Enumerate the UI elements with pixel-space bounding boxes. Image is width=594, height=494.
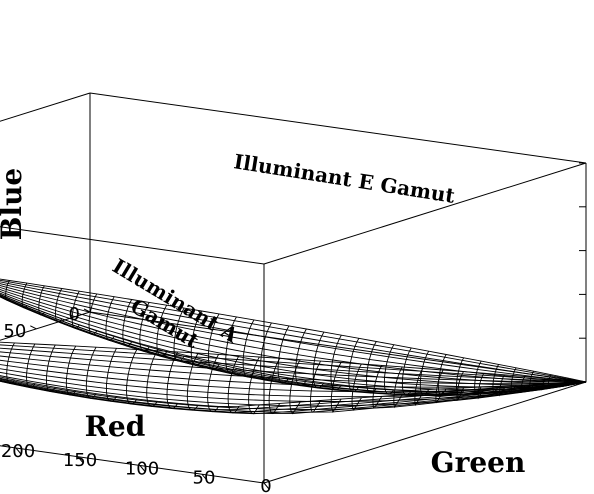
- y-tick-mark: [30, 325, 37, 330]
- mesh-latitude: [190, 310, 202, 366]
- mesh-latitude: [372, 365, 383, 409]
- y-tick-label: 50: [3, 321, 26, 342]
- mesh-latitude: [351, 363, 362, 411]
- mesh-latitude: [38, 285, 45, 316]
- mesh-latitude: [88, 293, 98, 336]
- x-axis-label: Green: [431, 446, 526, 479]
- gamut-surfaces: [0, 278, 587, 415]
- mesh-latitude: [277, 325, 290, 384]
- mesh-latitude: [105, 296, 115, 341]
- box-edge: [0, 92, 91, 122]
- box-edge: [0, 226, 265, 265]
- mesh-latitude: [295, 328, 307, 387]
- x-tick-label: 200: [1, 441, 35, 462]
- illuminant-a-surface: [0, 341, 587, 415]
- x-tick-mark: [15, 447, 22, 455]
- mesh-latitude: [435, 369, 444, 404]
- mesh-latitude: [207, 313, 220, 371]
- box-edge: [89, 92, 587, 164]
- mesh-latitude: [45, 344, 56, 392]
- mesh-latitude: [366, 341, 377, 394]
- mesh-latitude: [310, 360, 321, 413]
- y-tick-label: 0: [69, 304, 80, 325]
- mesh-latitude: [330, 362, 342, 413]
- z-axis-label: Blue: [0, 168, 28, 240]
- mesh-latitude: [65, 345, 77, 396]
- mesh-latitude: [139, 302, 150, 352]
- x-tick-mark: [77, 456, 84, 464]
- x-tick-mark: [139, 465, 146, 472]
- x-tick-label: 150: [63, 450, 97, 471]
- mesh-latitude: [520, 376, 526, 394]
- mesh-latitude: [166, 351, 179, 409]
- mesh-latitude: [126, 349, 138, 405]
- mesh-latitude: [5, 280, 10, 301]
- mesh-latitude: [54, 288, 63, 323]
- x-tick-label: 0: [260, 476, 271, 494]
- mesh-latitude: [122, 299, 133, 347]
- box-edge: [263, 381, 587, 484]
- mesh-latitude: [207, 354, 219, 413]
- mesh-latitude: [541, 377, 546, 391]
- x-tick-mark: [263, 482, 270, 490]
- mesh-latitude: [268, 358, 281, 415]
- mesh-latitude: [156, 304, 168, 357]
- mesh-latitude: [146, 350, 158, 407]
- mesh-latitude: [186, 352, 199, 411]
- mesh-latitude: [85, 346, 97, 399]
- box-edge: [263, 162, 587, 265]
- illuminant-e-label: Illuminant E Gamut: [232, 149, 457, 208]
- mesh-latitude: [414, 368, 424, 407]
- box-edge: [0, 311, 91, 341]
- x-tick-mark: [201, 473, 208, 481]
- x-tick-label: 100: [125, 459, 159, 480]
- mesh-latitude: [492, 364, 499, 395]
- mesh-latitude: [227, 355, 240, 414]
- mesh-latitude: [248, 356, 260, 415]
- mesh-latitude: [21, 282, 28, 309]
- mesh-latitude: [26, 343, 36, 389]
- axis-ticks: 0100200300400500050100150200250300050100…: [1, 162, 586, 494]
- mesh-latitude: [330, 334, 342, 391]
- mesh-latitude: [393, 366, 403, 409]
- y-tick-mark: [83, 308, 91, 313]
- mesh-latitude: [105, 348, 117, 402]
- box-edge: [0, 445, 265, 484]
- y-axis-label: Red: [85, 410, 146, 443]
- x-tick-label: 50: [193, 467, 216, 488]
- mesh-latitude: [225, 316, 237, 374]
- mesh-latitude: [498, 374, 505, 397]
- mesh-latitude: [456, 357, 465, 396]
- mesh-latitude: [562, 379, 566, 387]
- mesh-latitude: [289, 359, 301, 415]
- mesh-latitude: [6, 342, 15, 384]
- mesh-latitude: [71, 290, 80, 329]
- mesh-latitude: [456, 371, 464, 402]
- mesh-latitude: [477, 372, 485, 400]
